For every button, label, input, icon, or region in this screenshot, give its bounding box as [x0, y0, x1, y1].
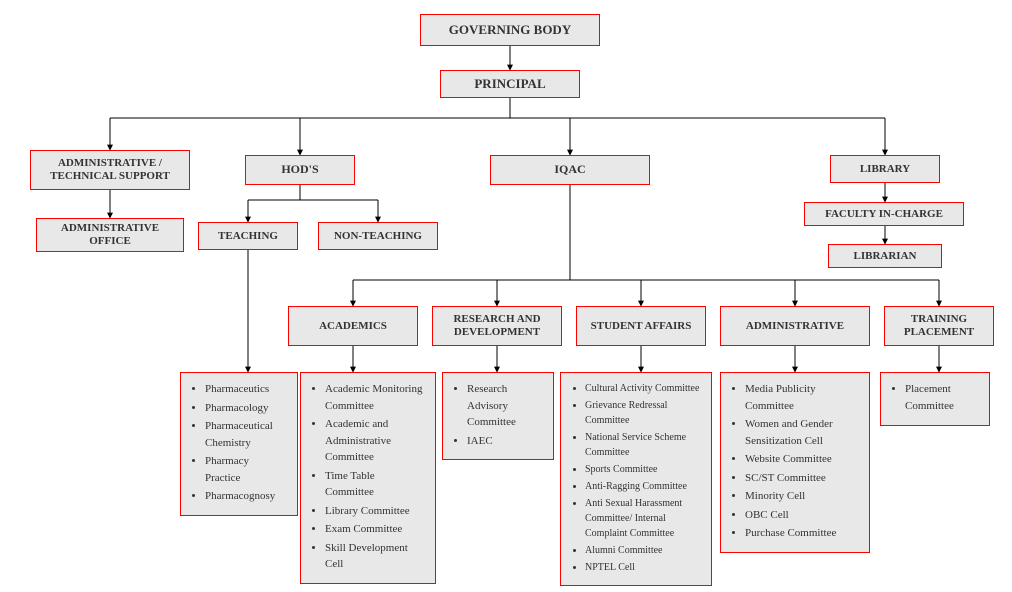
list-student-affairs-committees: Cultural Activity Committee Grievance Red…: [560, 372, 712, 586]
node-librarian: LIBRARIAN: [828, 244, 942, 268]
list-item: Pharmaceutics: [205, 381, 287, 398]
list-item: NPTEL Cell: [585, 560, 701, 575]
list-item: Cultural Activity Committee: [585, 381, 701, 396]
list-administrative-committees: Media Publicity CommitteeWomen and Gende…: [720, 372, 870, 553]
list-academics-committees: Academic Monitoring CommitteeAcademic an…: [300, 372, 436, 584]
list-item: Academic and Administrative Committee: [325, 416, 425, 466]
list-item: Pharmacy Practice: [205, 453, 287, 486]
node-iqac: IQAC: [490, 155, 650, 185]
node-administrative-office: ADMINISTRATIVE OFFICE: [36, 218, 184, 252]
list-item: Time Table Committee: [325, 468, 425, 501]
list-item: Pharmacognosy: [205, 488, 287, 505]
list-item: Website Committee: [745, 451, 859, 468]
node-principal: PRINCIPAL: [440, 70, 580, 98]
list-item: Exam Committee: [325, 521, 425, 538]
list-item: Academic Monitoring Committee: [325, 381, 425, 414]
list-item: Sports Committee: [585, 462, 701, 477]
node-research-development: RESEARCH AND DEVELOPMENT: [432, 306, 562, 346]
list-item: National Service Scheme Committee: [585, 430, 701, 460]
node-academics: ACADEMICS: [288, 306, 418, 346]
list-item: Library Committee: [325, 503, 425, 520]
node-administrative: ADMINISTRATIVE: [720, 306, 870, 346]
list-item: SC/ST Committee: [745, 470, 859, 487]
node-faculty-in-charge: FACULTY IN-CHARGE: [804, 202, 964, 226]
list-item: Research Advisory Committee: [467, 381, 543, 431]
list-item: Grievance Redressal Committee: [585, 398, 701, 428]
list-item: Placement Committee: [905, 381, 979, 414]
list-item: Anti Sexual Harassment Committee/ Intern…: [585, 496, 701, 541]
node-training-placement: TRAINING PLACEMENT: [884, 306, 994, 346]
list-item: Anti-Ragging Committee: [585, 479, 701, 494]
node-hods: HOD'S: [245, 155, 355, 185]
list-item: Purchase Committee: [745, 525, 859, 542]
list-item: Skill Development Cell: [325, 540, 425, 573]
node-governing-body: GOVERNING BODY: [420, 14, 600, 46]
node-library: LIBRARY: [830, 155, 940, 183]
list-research-committees: Research Advisory Committee IAEC: [442, 372, 554, 460]
list-item: Pharmaceutical Chemistry: [205, 418, 287, 451]
list-item: Pharmacology: [205, 400, 287, 417]
list-item: OBC Cell: [745, 507, 859, 524]
list-teaching-departments: Pharmaceutics PharmacologyPharmaceutical …: [180, 372, 298, 516]
list-item: Women and Gender Sensitization Cell: [745, 416, 859, 449]
list-training-placement-committees: Placement Committee: [880, 372, 990, 426]
list-item: Media Publicity Committee: [745, 381, 859, 414]
node-non-teaching: NON-TEACHING: [318, 222, 438, 250]
node-student-affairs: STUDENT AFFAIRS: [576, 306, 706, 346]
list-item: Alumni Committee: [585, 543, 701, 558]
node-teaching: TEACHING: [198, 222, 298, 250]
list-item: Minority Cell: [745, 488, 859, 505]
list-item: IAEC: [467, 433, 543, 450]
node-admin-tech-support: ADMINISTRATIVE / TECHNICAL SUPPORT: [30, 150, 190, 190]
